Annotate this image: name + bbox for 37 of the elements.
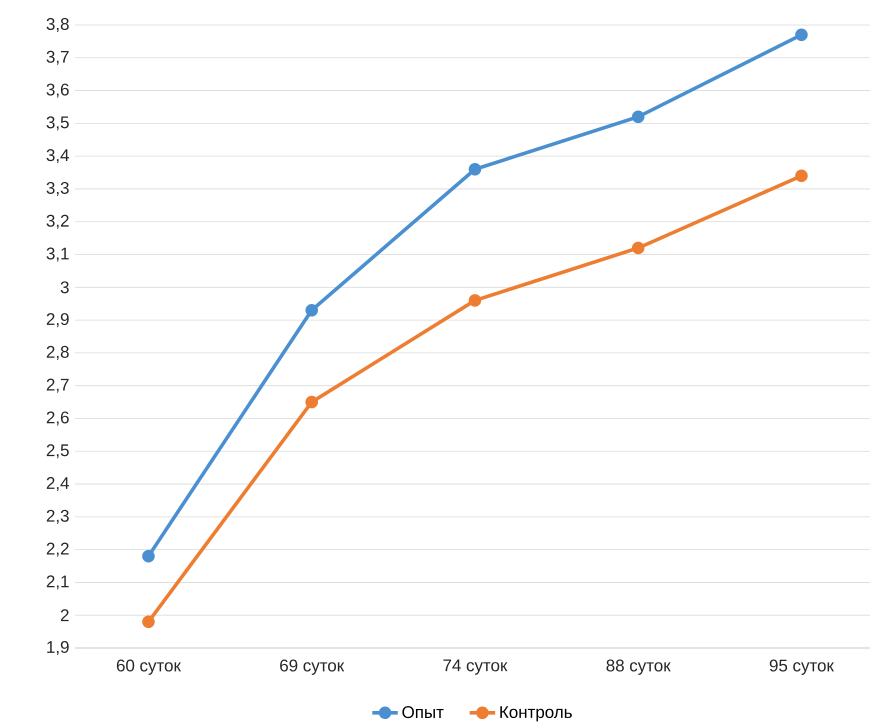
y-tick-label: 3 [60, 281, 69, 294]
y-tick-label: 3,5 [46, 116, 69, 130]
x-tick-label: 88 суток [606, 660, 671, 675]
x-tick-label: 74 суток [443, 660, 508, 675]
y-tick-label: 2 [60, 609, 69, 622]
legend-label: Контроль [500, 706, 572, 722]
x-tick-label: 95 суток [770, 660, 834, 675]
y-tick-label: 3,7 [46, 50, 69, 65]
y-tick-label: 3,1 [46, 248, 69, 262]
y-tick-label: 2,6 [46, 411, 69, 426]
point [305, 304, 318, 317]
y-tick-label: 1,9 [47, 641, 69, 655]
point [795, 170, 808, 182]
y-tick-label: 2,1 [46, 575, 69, 590]
point [632, 242, 644, 254]
point [632, 110, 644, 124]
y-tick-label: 3,3 [46, 182, 69, 196]
point [468, 294, 482, 307]
point [468, 162, 482, 176]
y-tick-label: 3,4 [46, 149, 69, 164]
y-tick-label: 2,5 [46, 444, 69, 458]
point [142, 550, 155, 562]
y-tick-label: 3,6 [46, 84, 69, 98]
y-tick-label: 2,4 [46, 477, 69, 492]
y-tick-label: 3,2 [46, 214, 69, 229]
x-tick-label: 60 суток [116, 660, 181, 675]
point [142, 615, 155, 628]
y-tick-label: 2,8 [46, 346, 69, 360]
y-tick-label: 3,8 [46, 18, 69, 32]
y-tick-label: 2,3 [46, 510, 69, 524]
y-tick-label: 2,7 [46, 378, 69, 393]
y-tick-label: 2,2 [46, 542, 69, 557]
point [795, 28, 808, 42]
legend-label: Опыт [402, 706, 444, 718]
y-tick-label: 2,9 [46, 313, 69, 328]
x-tick-label: 69 суток [280, 660, 344, 675]
point [305, 396, 318, 408]
